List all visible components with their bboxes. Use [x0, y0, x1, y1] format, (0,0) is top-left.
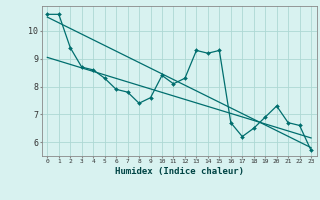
X-axis label: Humidex (Indice chaleur): Humidex (Indice chaleur)	[115, 167, 244, 176]
